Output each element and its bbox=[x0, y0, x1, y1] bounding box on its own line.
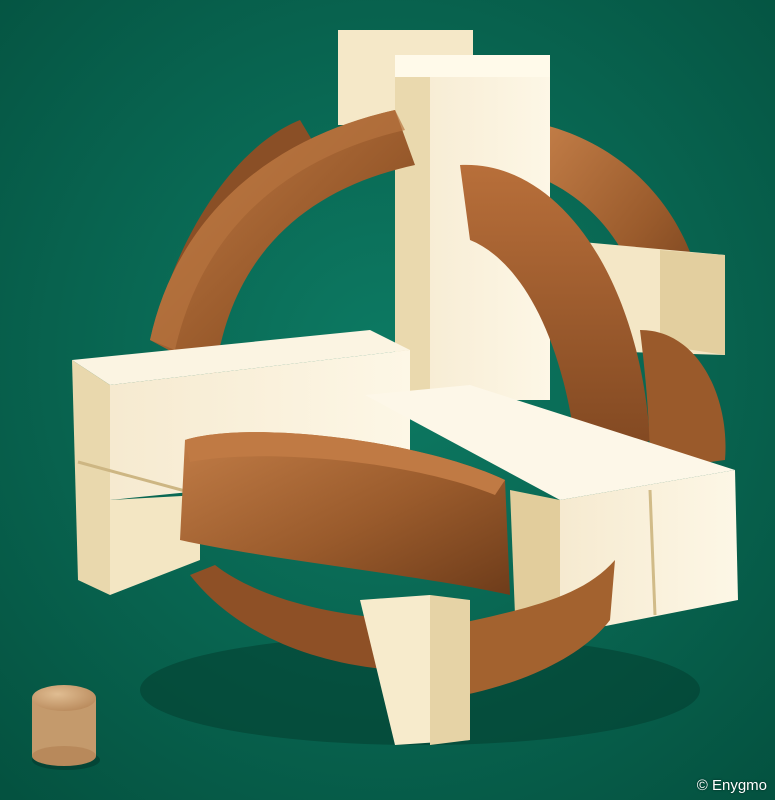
maple-bar-left-top bbox=[72, 330, 410, 385]
walnut-arc-right-edge bbox=[640, 330, 726, 470]
maple-bar-left-seam bbox=[77, 460, 201, 497]
walnut-arc-upper-left bbox=[150, 110, 415, 375]
maple-post-top-side bbox=[395, 55, 430, 400]
walnut-arc-upper-right bbox=[460, 164, 650, 491]
maple-bar-right-shade bbox=[660, 250, 725, 355]
walnut-arc-lower-top bbox=[185, 432, 505, 495]
maple-block-center-side bbox=[510, 490, 560, 635]
photo-credit: © Enygmo bbox=[696, 777, 767, 794]
maple-bar-left-front bbox=[72, 360, 110, 595]
maple-post-top-cap bbox=[395, 55, 550, 77]
walnut-arc-upper-left-top bbox=[150, 110, 405, 350]
peg-top bbox=[32, 685, 96, 711]
peg-bottom bbox=[32, 746, 96, 766]
walnut-arc-lower-right bbox=[430, 560, 615, 700]
maple-block-seam bbox=[648, 489, 657, 616]
maple-block-center bbox=[365, 385, 735, 500]
maple-bar-left-lower bbox=[110, 495, 200, 595]
maple-post-bottom-side bbox=[430, 595, 470, 745]
